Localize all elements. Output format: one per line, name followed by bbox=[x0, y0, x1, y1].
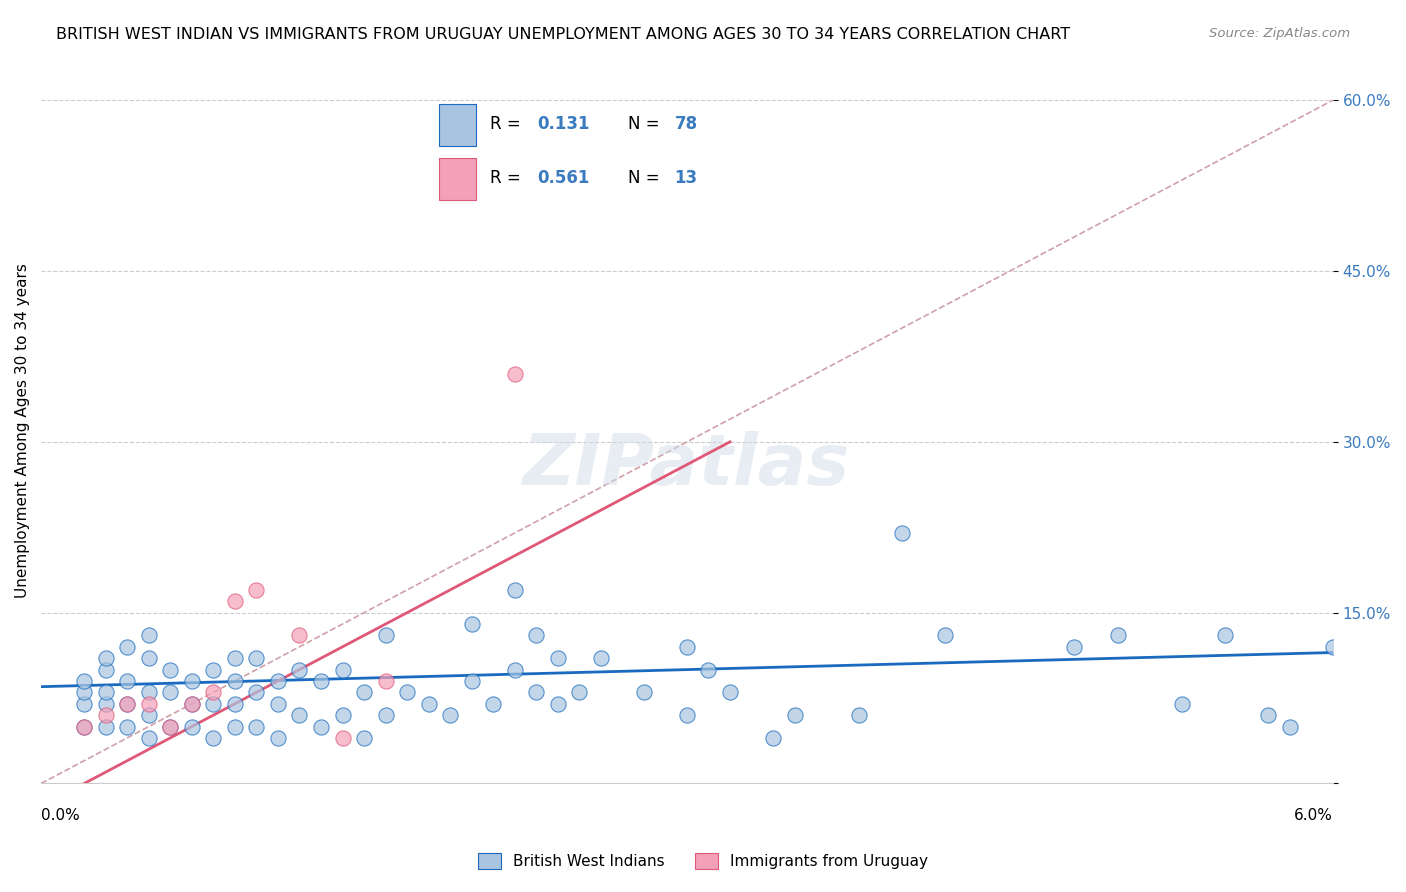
Point bbox=[396, 685, 419, 699]
Point bbox=[224, 697, 246, 711]
Point bbox=[1257, 708, 1279, 723]
Point bbox=[115, 697, 138, 711]
Point bbox=[115, 720, 138, 734]
Point bbox=[267, 673, 290, 688]
Point bbox=[159, 720, 181, 734]
Point bbox=[94, 720, 117, 734]
Point bbox=[589, 651, 612, 665]
Point bbox=[138, 708, 160, 723]
Point bbox=[374, 673, 396, 688]
Point bbox=[309, 720, 332, 734]
Point bbox=[245, 685, 267, 699]
Point bbox=[676, 640, 699, 654]
Point bbox=[138, 651, 160, 665]
Point bbox=[224, 720, 246, 734]
Point bbox=[288, 663, 311, 677]
Point bbox=[159, 663, 181, 677]
Point bbox=[762, 731, 785, 745]
Point bbox=[180, 673, 202, 688]
Point bbox=[1171, 697, 1194, 711]
Point bbox=[224, 673, 246, 688]
Point bbox=[524, 628, 547, 642]
Point bbox=[73, 720, 96, 734]
Point bbox=[783, 708, 806, 723]
Point bbox=[138, 731, 160, 745]
Point bbox=[94, 708, 117, 723]
Point bbox=[547, 697, 569, 711]
Point bbox=[73, 673, 96, 688]
Point bbox=[568, 685, 591, 699]
Point bbox=[848, 708, 870, 723]
Point bbox=[460, 617, 482, 632]
Point bbox=[224, 651, 246, 665]
Point bbox=[73, 697, 96, 711]
Point bbox=[503, 663, 526, 677]
Point bbox=[547, 651, 569, 665]
Point bbox=[94, 651, 117, 665]
Point bbox=[94, 697, 117, 711]
Point bbox=[115, 697, 138, 711]
Point bbox=[202, 685, 225, 699]
Text: 0.0%: 0.0% bbox=[41, 808, 80, 823]
Point bbox=[332, 708, 354, 723]
Point bbox=[138, 697, 160, 711]
Point bbox=[676, 708, 699, 723]
Point bbox=[418, 697, 440, 711]
Point bbox=[94, 663, 117, 677]
Point bbox=[503, 582, 526, 597]
Point bbox=[115, 673, 138, 688]
Point bbox=[245, 651, 267, 665]
Point bbox=[202, 697, 225, 711]
Point bbox=[524, 685, 547, 699]
Point bbox=[633, 685, 655, 699]
Text: 6.0%: 6.0% bbox=[1294, 808, 1333, 823]
Point bbox=[245, 582, 267, 597]
Point bbox=[202, 731, 225, 745]
Text: BRITISH WEST INDIAN VS IMMIGRANTS FROM URUGUAY UNEMPLOYMENT AMONG AGES 30 TO 34 : BRITISH WEST INDIAN VS IMMIGRANTS FROM U… bbox=[56, 27, 1070, 42]
Point bbox=[309, 673, 332, 688]
Point bbox=[288, 628, 311, 642]
Point bbox=[267, 731, 290, 745]
Point bbox=[934, 628, 956, 642]
Point bbox=[202, 663, 225, 677]
Point bbox=[180, 697, 202, 711]
Point bbox=[180, 720, 202, 734]
Point bbox=[353, 731, 375, 745]
Point bbox=[460, 673, 482, 688]
Point bbox=[503, 367, 526, 381]
Point bbox=[718, 685, 741, 699]
Point bbox=[332, 663, 354, 677]
Point bbox=[353, 685, 375, 699]
Point bbox=[288, 708, 311, 723]
Point bbox=[73, 685, 96, 699]
Point bbox=[224, 594, 246, 608]
Point bbox=[697, 663, 720, 677]
Point bbox=[159, 685, 181, 699]
Point bbox=[1063, 640, 1085, 654]
Y-axis label: Unemployment Among Ages 30 to 34 years: Unemployment Among Ages 30 to 34 years bbox=[15, 263, 30, 598]
Point bbox=[374, 708, 396, 723]
Point bbox=[439, 708, 461, 723]
Text: Source: ZipAtlas.com: Source: ZipAtlas.com bbox=[1209, 27, 1350, 40]
Point bbox=[245, 720, 267, 734]
Point bbox=[180, 697, 202, 711]
Point bbox=[891, 525, 914, 540]
Point bbox=[1278, 720, 1301, 734]
Point bbox=[138, 685, 160, 699]
Point bbox=[267, 697, 290, 711]
Point bbox=[115, 640, 138, 654]
Text: ZIPatlas: ZIPatlas bbox=[523, 431, 851, 500]
Point bbox=[73, 720, 96, 734]
Point bbox=[1213, 628, 1236, 642]
Point bbox=[138, 628, 160, 642]
Point bbox=[332, 731, 354, 745]
Point bbox=[159, 720, 181, 734]
Legend: British West Indians, Immigrants from Uruguay: British West Indians, Immigrants from Ur… bbox=[471, 847, 935, 875]
Point bbox=[94, 685, 117, 699]
Point bbox=[482, 697, 505, 711]
Point bbox=[374, 628, 396, 642]
Point bbox=[1107, 628, 1129, 642]
Point bbox=[1322, 640, 1344, 654]
